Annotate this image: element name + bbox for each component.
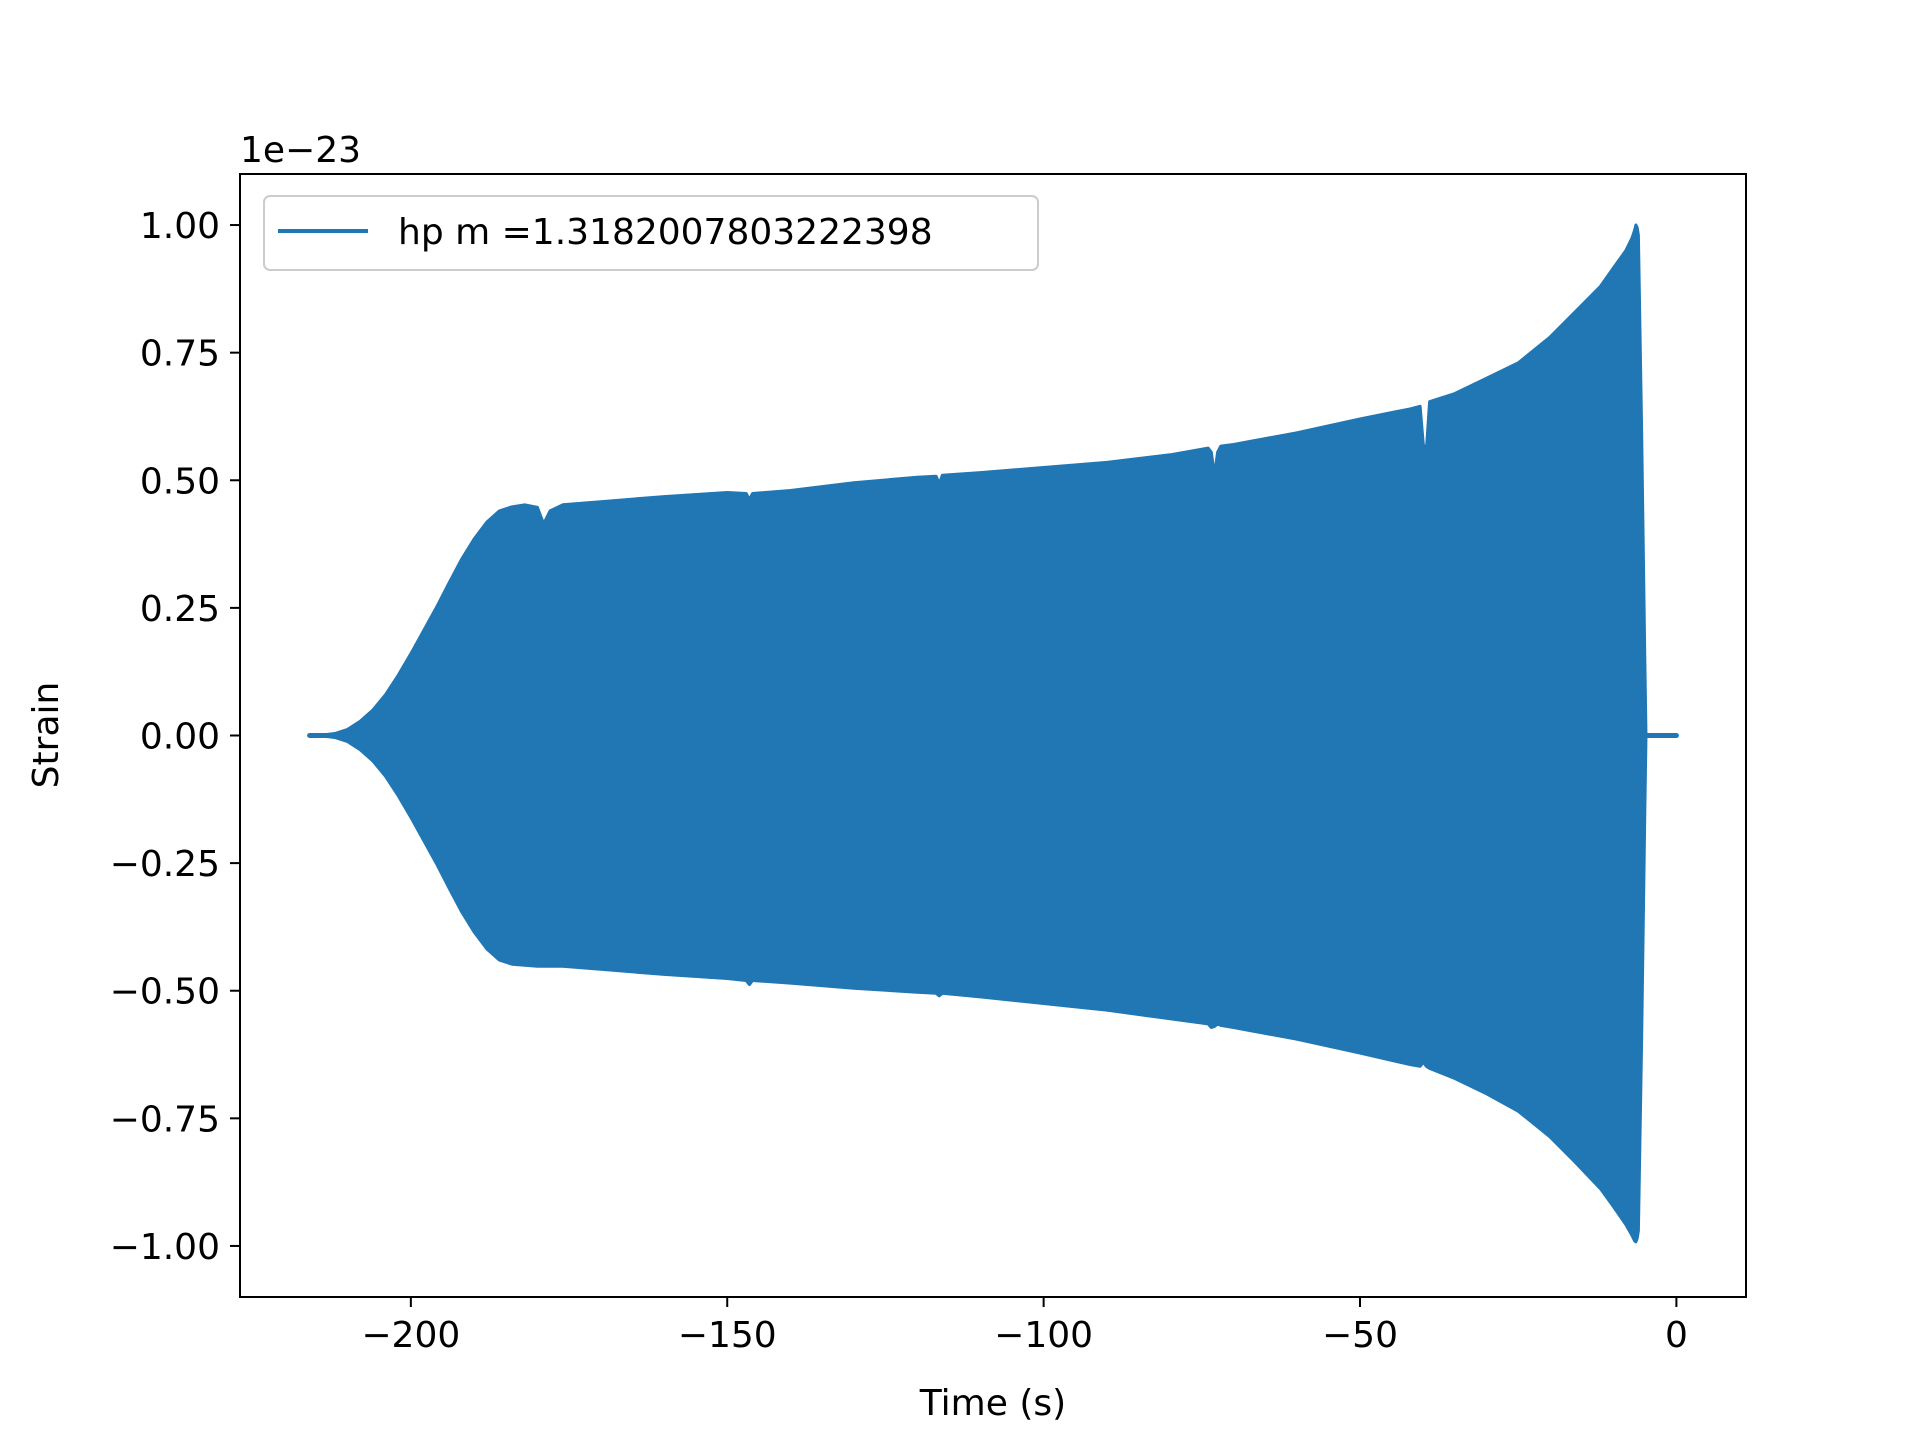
y-tick-label: 0.75 — [140, 334, 220, 375]
plot-area — [307, 223, 1679, 1244]
legend: hp m =1.3182007803222398 — [263, 195, 1039, 271]
legend-box — [263, 195, 1039, 271]
y-tick-label: −0.50 — [110, 972, 220, 1013]
x-tick-label: −200 — [361, 1315, 460, 1356]
y-tick-label: −1.00 — [110, 1227, 220, 1268]
y-offset-label: 1e−23 — [240, 130, 361, 171]
y-tick-label: −0.25 — [110, 844, 220, 885]
y-tick-label: 0.50 — [140, 461, 220, 502]
x-axis: −200 −150 −100 −50 0 — [361, 1297, 1688, 1356]
y-tick-label: 1.00 — [140, 206, 220, 247]
x-axis-label: Time (s) — [919, 1383, 1066, 1424]
y-tick-label: 0.00 — [140, 717, 220, 758]
y-axis: 1.00 0.75 0.50 0.25 0.00 −0.25 −0.50 −0.75 −1.00 — [110, 206, 240, 1268]
x-tick-label: −150 — [678, 1315, 777, 1356]
x-tick-label: −100 — [994, 1315, 1093, 1356]
x-tick-label: 0 — [1665, 1315, 1688, 1356]
x-tick-label: −50 — [1322, 1315, 1398, 1356]
y-tick-label: −0.75 — [110, 1099, 220, 1140]
y-tick-label: 0.25 — [140, 589, 220, 630]
y-axis-label: Strain — [26, 682, 67, 789]
legend-label: hp m =1.3182007803222398 — [398, 212, 933, 253]
